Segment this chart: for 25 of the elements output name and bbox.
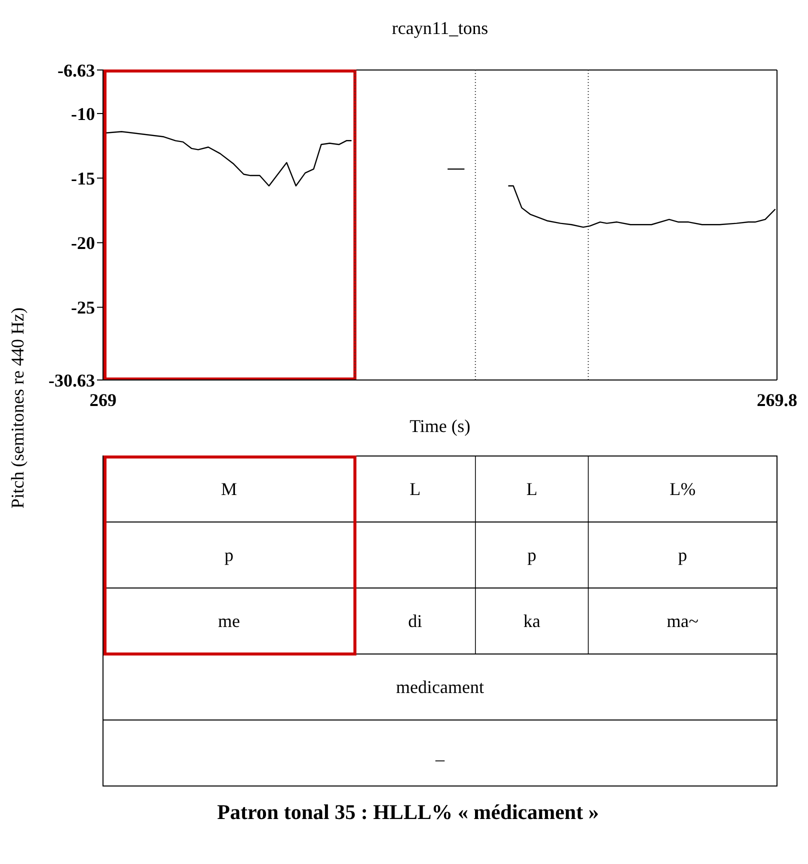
text: L [410, 479, 421, 499]
y-tick-label: -30.63 [48, 370, 95, 390]
text: _ [434, 743, 446, 763]
y-tick-label: -10 [71, 104, 95, 124]
text: medicament [396, 677, 484, 697]
text: ma~ [666, 611, 699, 631]
x-tick-label: 269 [90, 390, 116, 410]
chart-title: rcayn11_tons [390, 18, 490, 39]
y-tick-label: -20 [71, 233, 95, 254]
text: Patron tonal 35 : HLLL% « médicament » [216, 800, 600, 825]
text: p [527, 545, 536, 565]
y-axis-title: Pitch (semitones re 440 Hz) [8, 308, 28, 508]
x-tick-label: 269.8 [756, 390, 798, 410]
y-tick-label: -25 [71, 298, 95, 318]
x-axis-title: Time (s) [408, 416, 472, 437]
y-tick-label: -6.63 [58, 60, 95, 80]
text: L% [670, 479, 696, 499]
text: p [224, 545, 234, 565]
text: di [408, 611, 422, 631]
text: me [218, 611, 240, 631]
text: p [678, 545, 688, 565]
text: M [220, 479, 237, 499]
y-tick-label: -15 [71, 168, 95, 189]
text: L [526, 479, 538, 499]
text: ka [523, 611, 540, 631]
